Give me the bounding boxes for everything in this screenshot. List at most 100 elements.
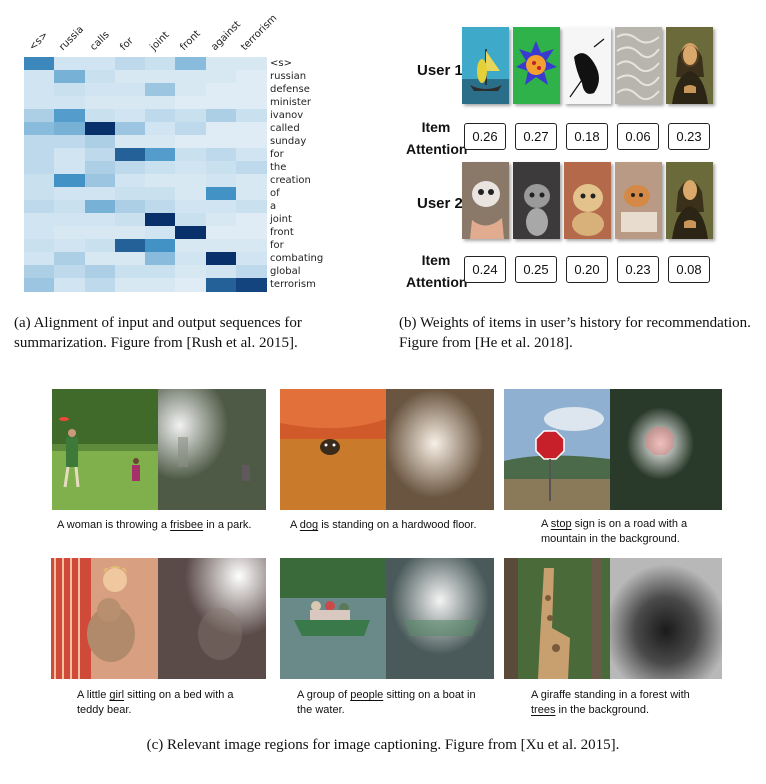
heatmap-row-label: russian <box>270 71 307 82</box>
heatmap-cell <box>175 252 206 266</box>
item-attention-label-2: Item Attention <box>406 252 468 290</box>
heatmap-cell <box>205 174 237 188</box>
heatmap-cell <box>175 174 206 188</box>
image-caption-1: A woman is throwing a frisbee in a park. <box>57 519 252 531</box>
heatmap-column-label: russia <box>57 24 87 53</box>
heatmap-cell <box>114 200 146 214</box>
heatmap-cell <box>145 135 176 149</box>
attention-weight-box: 0.18 <box>566 123 608 150</box>
heatmap-row-label: of <box>270 188 280 199</box>
heatmap-cell <box>84 122 116 136</box>
user1-item-boat-painting <box>462 27 509 104</box>
heatmap-cell <box>235 213 267 227</box>
user1-item-ink-drawing <box>564 27 611 104</box>
heatmap-cell <box>84 83 116 97</box>
heatmap-row-label: a <box>270 201 277 212</box>
photo-giraffe-forest <box>504 558 610 679</box>
heatmap-cell <box>205 96 237 110</box>
heatmap-cell <box>24 278 55 292</box>
heatmap-cell <box>84 109 116 123</box>
heatmap-cell <box>235 96 267 110</box>
image-caption-4: A little girl sitting on a bed with a te… <box>77 689 234 716</box>
heatmap-cell <box>175 226 206 240</box>
heatmap-cell <box>54 57 85 71</box>
heatmap-cell <box>84 57 116 71</box>
heatmap-cell <box>24 213 55 227</box>
heatmap-cell <box>114 252 146 266</box>
attention-woman-frisbee <box>158 389 266 510</box>
heatmap-cell <box>84 265 116 279</box>
heatmap-cell <box>54 161 85 175</box>
heatmap-cell <box>175 265 206 279</box>
attention-weight-box: 0.27 <box>515 123 557 150</box>
heatmap-row-label: for <box>270 149 284 160</box>
heatmap-row-label: joint <box>270 214 292 225</box>
heatmap-cell <box>114 213 146 227</box>
heatmap-cell <box>54 83 85 97</box>
heatmap-cell <box>205 265 237 279</box>
attention-people-boat <box>386 558 494 679</box>
heatmap-cell <box>145 213 176 227</box>
heatmap-cell <box>235 187 267 201</box>
heatmap-row-label: sunday <box>270 136 307 147</box>
attention-weight-box: 0.23 <box>668 123 710 150</box>
heatmap-cell <box>235 109 267 123</box>
caption-keyword: girl <box>109 689 125 701</box>
heatmap-cell <box>205 135 237 149</box>
user1-item-pizza-art <box>513 27 560 104</box>
heatmap-column-label: <s> <box>27 29 51 53</box>
heatmap-cell <box>24 135 55 149</box>
heatmap-cell <box>84 200 116 214</box>
heatmap-cell <box>175 148 206 162</box>
heatmap-cell <box>24 122 55 136</box>
heatmap-cell <box>205 148 237 162</box>
heatmap-cell <box>235 57 267 71</box>
heatmap-cell <box>145 278 176 292</box>
heatmap-cell <box>114 83 146 97</box>
heatmap-row-label: the <box>270 162 287 173</box>
heatmap-cell <box>84 226 116 240</box>
heatmap-cell <box>205 213 237 227</box>
heatmap-cell <box>145 239 176 253</box>
heatmap-row-label: front <box>270 227 294 238</box>
heatmap-cell <box>114 122 146 136</box>
heatmap-cell <box>145 252 176 266</box>
heatmap-row-label: creation <box>270 175 311 186</box>
heatmap-cell <box>84 187 116 201</box>
heatmap-cell <box>205 161 237 175</box>
attention-weight-box: 0.20 <box>566 256 608 283</box>
heatmap-cell <box>175 96 206 110</box>
heatmap-column-label: for <box>118 35 136 53</box>
heatmap-cell <box>24 57 55 71</box>
heatmap-cell <box>235 83 267 97</box>
attention-weight-box: 0.08 <box>668 256 710 283</box>
attention-giraffe-forest <box>610 558 722 679</box>
heatmap-cell <box>54 122 85 136</box>
caption-keyword: people <box>350 689 384 701</box>
heatmap-cell <box>24 96 55 110</box>
heatmap-cell <box>145 174 176 188</box>
heatmap-cell <box>175 83 206 97</box>
user-1-label: User 1 <box>417 62 463 79</box>
heatmap-cell <box>145 109 176 123</box>
heatmap-row-label: minister <box>270 97 312 108</box>
attention-weight-box: 0.26 <box>464 123 506 150</box>
heatmap-cell <box>175 187 206 201</box>
heatmap-cell <box>24 161 55 175</box>
user2-item-puppy <box>564 162 611 239</box>
heatmap-cell <box>114 109 146 123</box>
heatmap-cell <box>205 239 237 253</box>
heatmap-column-label: calls <box>87 29 112 53</box>
photo-stop-sign <box>504 389 610 510</box>
attention-girl-teddy <box>158 558 266 679</box>
heatmap-cell <box>235 161 267 175</box>
caption-a: (a) Alignment of input and output sequen… <box>14 315 302 351</box>
heatmap-cell <box>235 226 267 240</box>
heatmap-cell <box>114 57 146 71</box>
heatmap-cell <box>235 200 267 214</box>
heatmap-cell <box>54 252 85 266</box>
caption-keyword: trees <box>531 704 556 716</box>
heatmap-cell <box>175 200 206 214</box>
heatmap-cell <box>54 148 85 162</box>
heatmap-cell <box>205 57 237 71</box>
